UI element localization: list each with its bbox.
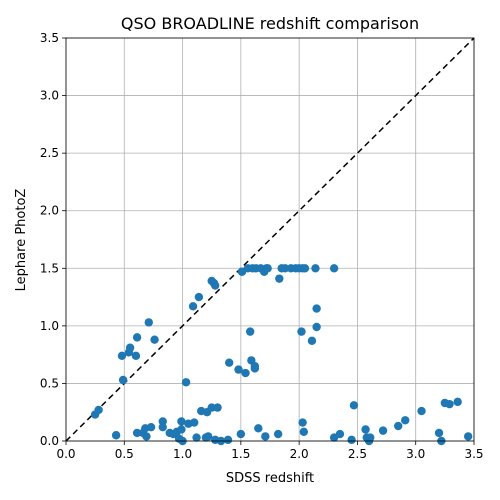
data-point	[189, 302, 197, 310]
y-tick-label: 1.5	[40, 261, 59, 275]
y-tick-label: 3.0	[40, 89, 59, 103]
data-point	[453, 398, 461, 406]
data-point	[394, 422, 402, 430]
data-point	[254, 424, 262, 432]
data-point	[361, 425, 369, 433]
y-tick-label: 1.0	[40, 319, 59, 333]
data-point	[435, 429, 443, 437]
data-points	[91, 264, 472, 445]
x-tick-label: 2.0	[290, 447, 309, 461]
data-point	[211, 281, 219, 289]
data-point	[308, 337, 316, 345]
data-point	[263, 264, 271, 272]
y-tick-label: 0.5	[40, 376, 59, 390]
data-point	[182, 378, 190, 386]
data-point	[224, 436, 232, 444]
data-point	[150, 335, 158, 343]
data-point	[366, 433, 374, 441]
data-point	[177, 425, 185, 433]
data-point	[417, 407, 425, 415]
data-point	[132, 352, 140, 360]
x-axis-label: SDSS redshift	[226, 471, 314, 486]
data-point	[350, 401, 358, 409]
data-point	[225, 359, 233, 367]
y-tick-label: 3.5	[40, 31, 59, 45]
data-point	[311, 264, 319, 272]
y-tick-label: 0.0	[40, 434, 59, 448]
data-point	[298, 418, 306, 426]
x-tick-label: 1.0	[173, 447, 192, 461]
data-point	[213, 403, 221, 411]
data-point	[401, 416, 409, 424]
x-tick-label: 1.5	[231, 447, 250, 461]
x-tick-label: 0.5	[115, 447, 134, 461]
data-point	[147, 423, 155, 431]
data-point	[312, 323, 320, 331]
data-point	[237, 430, 245, 438]
data-point	[190, 418, 198, 426]
x-tick-label: 2.5	[348, 447, 367, 461]
data-point	[195, 293, 203, 301]
data-point	[379, 426, 387, 434]
data-point	[246, 327, 254, 335]
data-point	[251, 362, 259, 370]
data-point	[275, 274, 283, 282]
data-point	[142, 432, 150, 440]
y-tick-label: 2.5	[40, 146, 59, 160]
data-point	[336, 430, 344, 438]
data-point	[312, 304, 320, 312]
data-point	[261, 432, 269, 440]
data-point	[112, 431, 120, 439]
y-tick-label: 2.0	[40, 204, 59, 218]
data-point	[301, 264, 309, 272]
x-tick-label: 0.0	[56, 447, 75, 461]
data-point	[464, 432, 472, 440]
x-tick-label: 3.0	[406, 447, 425, 461]
data-point	[300, 428, 308, 436]
data-point	[133, 333, 141, 341]
y-axis-label: Lephare PhotoZ	[14, 189, 29, 292]
data-point	[241, 369, 249, 377]
chart-title: QSO BROADLINE redshift comparison	[121, 14, 419, 33]
data-point	[94, 406, 102, 414]
data-point	[274, 430, 282, 438]
data-point	[347, 436, 355, 444]
data-point	[126, 344, 134, 352]
data-point	[192, 433, 200, 441]
data-point	[145, 318, 153, 326]
data-point	[159, 423, 167, 431]
data-point	[119, 376, 127, 384]
data-point	[297, 327, 305, 335]
data-point	[445, 400, 453, 408]
x-tick-label: 3.5	[464, 447, 483, 461]
data-point	[330, 264, 338, 272]
